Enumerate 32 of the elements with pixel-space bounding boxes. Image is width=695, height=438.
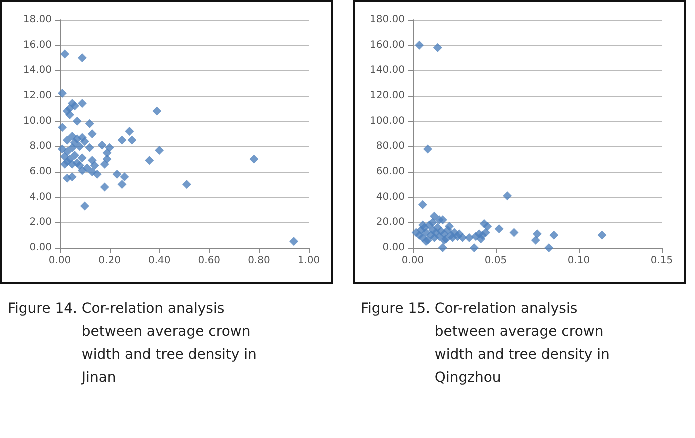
caption: Figure 14. Cor-relation analysis between average crown width and tree density in Jinan [8, 300, 258, 388]
y-tick-label: 16.00 [23, 40, 52, 51]
y-tick-label: 4.00 [30, 192, 52, 203]
y-tick-label: 10.00 [23, 116, 52, 127]
y-tick-label: 2.00 [30, 217, 52, 228]
x-tick-label: 0.40 [148, 256, 171, 266]
y-tick-label: 60.00 [376, 166, 405, 178]
y-tick-label: 140.00 [370, 65, 405, 76]
y-tick-label: 120.00 [370, 90, 405, 102]
y-tick-label: 80.00 [376, 141, 405, 152]
y-tick-label: 100.00 [370, 116, 405, 127]
x-tick-label: 1.00 [298, 256, 320, 266]
x-tick-label: 0.00 [402, 256, 424, 266]
x-tick-label: 0.05 [484, 256, 508, 266]
y-tick-label: 0.00 [30, 242, 52, 254]
y-tick-label: 12.00 [23, 90, 52, 102]
y-tick-label: 8.00 [30, 141, 52, 152]
y-tick-label: 6.00 [30, 166, 52, 178]
caption: Figure 15. Cor-relation analysis between average crown width and tree density in Qingzhou [361, 300, 611, 388]
x-tick-label: 0.20 [98, 256, 121, 266]
y-tick-label: 40.00 [376, 192, 405, 203]
x-tick-label: 0.10 [568, 256, 590, 266]
x-tick-label: 0.60 [198, 256, 221, 266]
y-tick-label: 180.00 [370, 14, 405, 26]
y-tick-label: 160.00 [370, 40, 405, 51]
x-tick-label: 0.00 [48, 256, 72, 266]
y-tick-label: 20.00 [376, 217, 405, 228]
x-tick-label: 0.80 [248, 256, 270, 266]
y-tick-label: 0.00 [382, 242, 405, 254]
x-tick-label: 0.15 [650, 256, 674, 266]
y-tick-label: 18.00 [23, 14, 52, 26]
y-tick-label: 14.00 [23, 65, 52, 76]
